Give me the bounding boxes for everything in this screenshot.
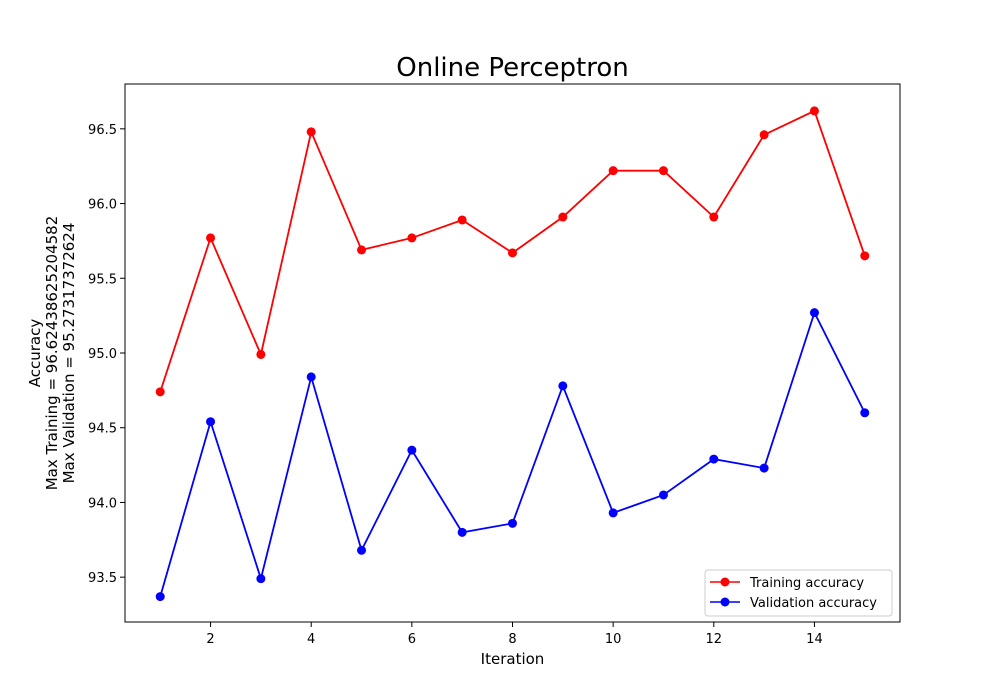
x-tick-label: 8: [508, 632, 516, 647]
chart-title: Online Perceptron: [396, 53, 629, 83]
legend-label-validation: Validation accuracy: [750, 596, 877, 611]
data-point-training: [457, 215, 467, 225]
data-point-training: [558, 212, 568, 222]
data-point-validation: [809, 308, 819, 318]
y-tick-label: 96.0: [88, 198, 117, 213]
y-axis-label-line-1: Accuracy: [26, 319, 44, 388]
x-tick-label: 2: [206, 632, 214, 647]
legend-marker-training: [720, 577, 730, 587]
data-point-training: [658, 166, 668, 176]
x-tick-label: 12: [706, 632, 723, 647]
data-point-training: [306, 127, 316, 137]
legend-frame: [704, 569, 893, 617]
data-point-training: [608, 166, 618, 176]
x-tick-label: 6: [408, 632, 416, 647]
y-tick-label: 94.0: [88, 496, 117, 511]
data-point-validation: [256, 574, 266, 584]
data-point-validation: [306, 372, 316, 382]
legend-marker-validation: [720, 597, 730, 607]
y-axis-label-line-3: Max Validation = 95.27317372624: [60, 223, 78, 484]
data-point-training: [357, 245, 367, 255]
y-tick-label: 93.5: [88, 571, 117, 586]
x-tick-label: 4: [307, 632, 315, 647]
legend-label-training: Training accuracy: [749, 576, 864, 591]
y-axis: 93.5 94.0 94.5 95.0 95.5 96.0 96.5: [88, 123, 125, 586]
y-axis-label-line-2: Max Training = 96.62438625204582: [43, 216, 61, 491]
y-tick-label: 95.5: [88, 272, 117, 287]
data-point-training: [709, 212, 719, 222]
y-tick-label: 94.5: [88, 422, 117, 437]
data-point-training: [155, 387, 165, 397]
data-point-validation: [608, 508, 618, 518]
data-point-validation: [457, 527, 467, 537]
data-point-validation: [155, 592, 165, 602]
data-point-training: [256, 349, 266, 359]
y-axis-label: Accuracy Max Training = 96.6243862520458…: [26, 216, 78, 491]
x-axis: 2 4 6 8 10 12 14: [206, 622, 823, 647]
data-point-validation: [558, 381, 568, 391]
data-point-validation: [860, 408, 870, 418]
x-tick-label: 10: [605, 632, 622, 647]
legend: Training accuracy Validation accuracy: [704, 569, 893, 617]
data-point-validation: [357, 545, 367, 555]
x-axis-label: Iteration: [481, 650, 545, 668]
y-tick-label: 96.5: [88, 123, 117, 138]
data-point-training: [860, 251, 870, 261]
data-point-training: [407, 233, 417, 243]
data-point-validation: [759, 463, 769, 473]
data-point-training: [809, 106, 819, 116]
data-point-training: [206, 233, 216, 243]
y-tick-label: 95.0: [88, 347, 117, 362]
data-point-training: [759, 130, 769, 140]
data-point-validation: [206, 417, 216, 427]
data-point-validation: [658, 490, 668, 500]
data-point-validation: [709, 454, 719, 464]
series-layer: [155, 106, 870, 602]
x-tick-label: 14: [806, 632, 823, 647]
data-point-validation: [407, 445, 417, 455]
data-point-training: [508, 248, 517, 258]
data-point-validation: [508, 518, 517, 528]
